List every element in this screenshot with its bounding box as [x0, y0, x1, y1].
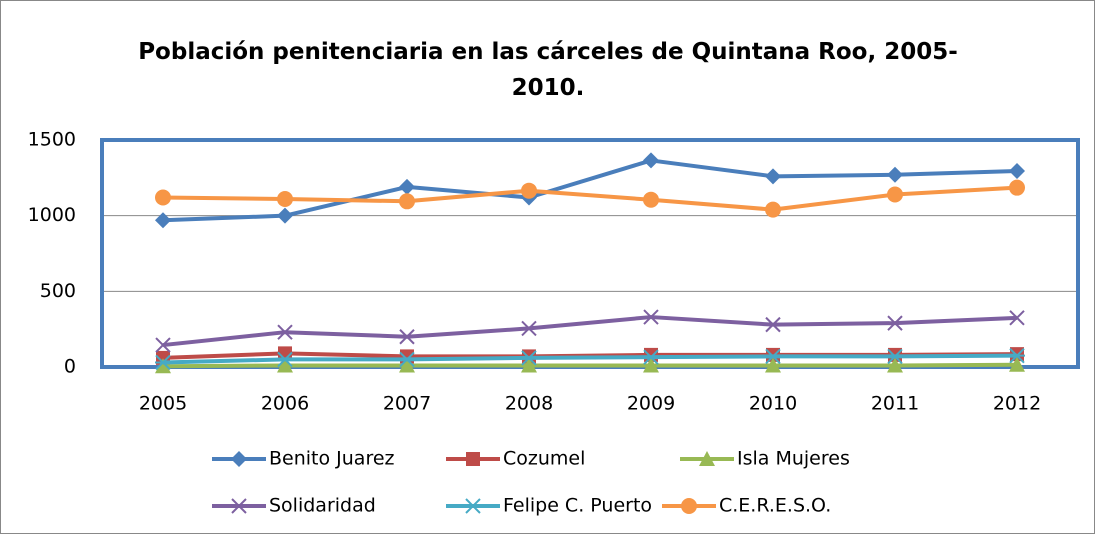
marker	[643, 309, 659, 325]
x-tick-label: 2011	[871, 393, 919, 415]
marker	[887, 357, 903, 373]
x-tick-label: 2005	[139, 393, 187, 415]
marker	[765, 168, 781, 185]
marker	[277, 357, 293, 373]
legend-marker	[231, 498, 247, 514]
series-line	[162, 362, 1018, 369]
legend-label: Isla Mujeres	[737, 448, 850, 470]
marker	[399, 357, 415, 373]
series-line	[162, 185, 1018, 212]
marker	[1009, 179, 1025, 196]
chart-title: Población penitenciaria en las cárceles …	[138, 39, 958, 101]
y-tick-label: 1000	[28, 204, 76, 226]
marker	[1009, 347, 1025, 364]
x-tick-label: 2012	[993, 393, 1041, 415]
legend-label: Cozumel	[503, 448, 585, 470]
y-tick-label: 0	[64, 356, 76, 378]
marker	[887, 348, 903, 365]
y-tick-label: 500	[40, 280, 76, 302]
series-line	[162, 158, 1018, 223]
marker	[1009, 310, 1025, 326]
marker	[643, 152, 659, 169]
x-tick-label: 2008	[505, 393, 553, 415]
marker	[399, 351, 415, 368]
series-line	[162, 353, 1018, 365]
marker	[399, 178, 415, 195]
series	[155, 152, 1025, 229]
series	[155, 179, 1025, 218]
legend-item: Isla Mujeres	[680, 448, 850, 470]
legend-marker	[231, 451, 247, 467]
series	[155, 347, 1025, 371]
series-line	[162, 315, 1018, 348]
marker	[765, 348, 781, 365]
marker	[277, 324, 293, 340]
legend-label: C.E.R.E.S.O.	[719, 495, 831, 517]
marker	[521, 182, 537, 199]
legend-label: Felipe C. Puerto	[503, 495, 652, 517]
marker	[399, 329, 415, 345]
legend-marker	[466, 452, 480, 466]
marker	[765, 201, 781, 218]
marker	[277, 207, 293, 224]
x-tick-label: 2006	[261, 393, 309, 415]
marker	[521, 350, 537, 366]
x-tick-label: 2010	[749, 393, 797, 415]
marker	[1009, 163, 1025, 180]
marker	[887, 166, 903, 183]
marker	[399, 193, 415, 210]
marker	[155, 358, 171, 374]
legend-item: C.E.R.E.S.O.	[662, 495, 831, 517]
marker	[643, 349, 659, 365]
legend-marker	[465, 498, 481, 514]
marker	[277, 351, 293, 368]
series	[155, 309, 1025, 353]
legend-item: Solidaridad	[212, 495, 376, 517]
marker	[155, 212, 171, 229]
marker	[887, 186, 903, 203]
legend-marker	[699, 451, 715, 466]
legend-item: Cozumel	[446, 448, 585, 470]
marker	[521, 320, 537, 337]
marker	[643, 191, 659, 208]
marker	[1009, 356, 1025, 372]
marker	[765, 357, 781, 373]
y-tick-label: 1500	[28, 129, 76, 151]
marker	[643, 357, 659, 373]
marker	[155, 189, 171, 206]
legend-label: Benito Juarez	[269, 448, 395, 470]
marker	[887, 315, 903, 331]
x-tick-label: 2007	[383, 393, 431, 415]
marker	[521, 357, 537, 373]
marker	[765, 316, 781, 333]
legend-item: Felipe C. Puerto	[446, 495, 652, 517]
series	[155, 356, 1025, 374]
marker	[277, 191, 293, 208]
marker	[155, 354, 171, 371]
legend-label: Solidaridad	[269, 495, 376, 517]
legend-marker	[681, 498, 697, 514]
legend-item: Benito Juarez	[212, 448, 395, 470]
marker	[155, 337, 171, 353]
x-tick-label: 2009	[627, 393, 675, 415]
